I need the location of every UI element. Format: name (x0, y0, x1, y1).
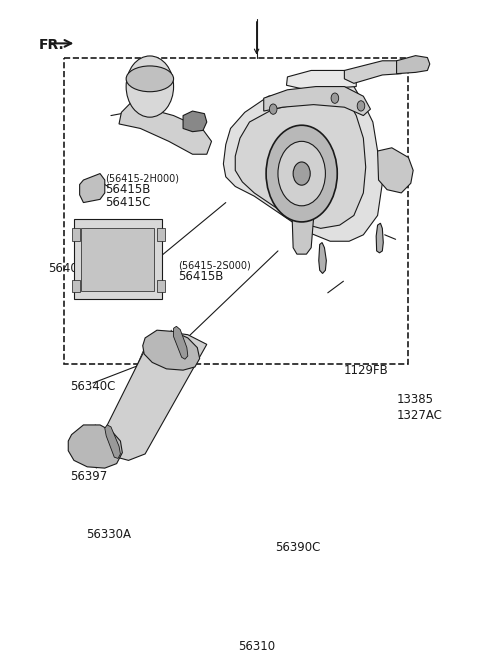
Circle shape (293, 162, 310, 185)
Circle shape (331, 93, 339, 103)
Polygon shape (97, 332, 207, 461)
Text: 56400B: 56400B (48, 262, 93, 275)
FancyBboxPatch shape (74, 219, 162, 299)
Text: 1129FB: 1129FB (343, 364, 388, 376)
FancyBboxPatch shape (81, 228, 154, 291)
Polygon shape (119, 102, 212, 154)
Polygon shape (174, 327, 188, 359)
Polygon shape (143, 330, 200, 370)
Polygon shape (292, 215, 313, 254)
Text: 56415B: 56415B (105, 183, 150, 196)
Polygon shape (183, 111, 207, 131)
Polygon shape (105, 425, 120, 459)
Circle shape (357, 101, 365, 111)
Polygon shape (376, 223, 384, 253)
FancyBboxPatch shape (72, 229, 80, 240)
Polygon shape (378, 148, 413, 193)
Polygon shape (223, 83, 383, 241)
Polygon shape (80, 173, 105, 202)
Text: 1327AC: 1327AC (396, 409, 443, 422)
Circle shape (269, 104, 277, 114)
FancyBboxPatch shape (157, 280, 165, 292)
Circle shape (266, 125, 337, 222)
Text: 56390C: 56390C (276, 541, 321, 554)
Polygon shape (235, 96, 366, 229)
Text: (56415-2H000): (56415-2H000) (105, 173, 179, 183)
Ellipse shape (126, 66, 174, 92)
Polygon shape (344, 61, 401, 83)
Ellipse shape (126, 56, 174, 117)
Circle shape (278, 141, 325, 206)
Text: FR.: FR. (38, 37, 64, 52)
FancyBboxPatch shape (157, 229, 165, 240)
Polygon shape (287, 70, 356, 90)
Polygon shape (319, 242, 326, 273)
Text: 56397: 56397 (71, 470, 108, 483)
Text: 56415C: 56415C (105, 196, 150, 209)
Text: (56415-2S000): (56415-2S000) (179, 260, 251, 270)
Polygon shape (68, 425, 122, 468)
FancyBboxPatch shape (72, 280, 80, 292)
Polygon shape (396, 56, 430, 74)
Polygon shape (264, 87, 371, 116)
Text: 56310: 56310 (238, 639, 275, 652)
Text: 56340C: 56340C (71, 380, 116, 393)
Text: 13385: 13385 (396, 393, 433, 405)
Text: 56415B: 56415B (179, 270, 224, 283)
Text: 56330A: 56330A (86, 528, 131, 541)
